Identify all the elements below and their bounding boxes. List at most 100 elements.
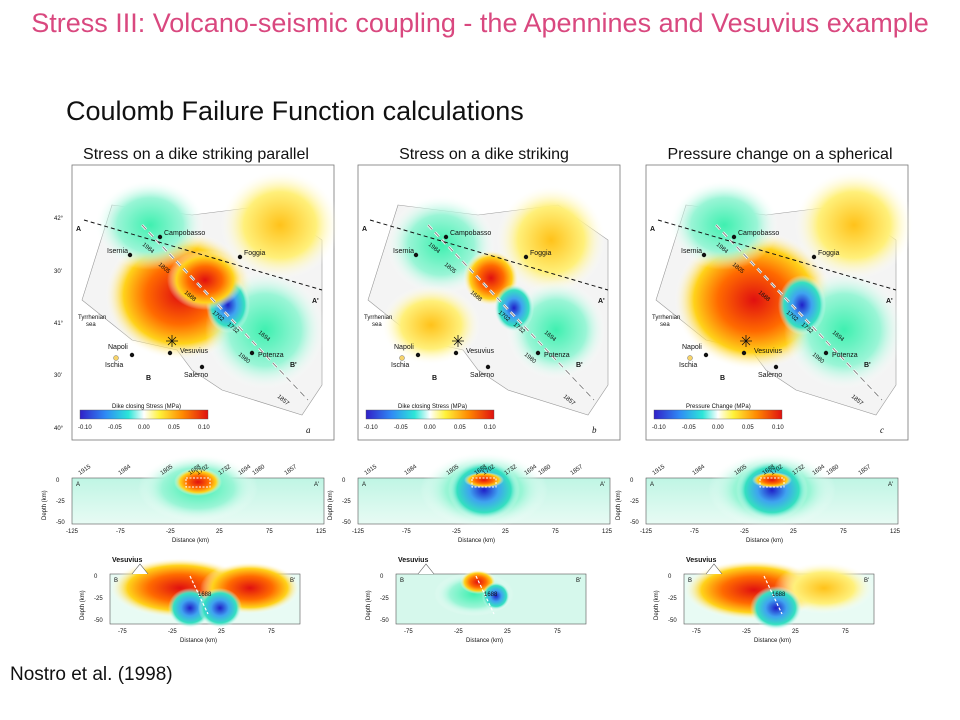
section-xlabel: Distance (km) bbox=[754, 638, 791, 644]
section-end-label: B' bbox=[576, 578, 581, 584]
section-xtick-1: -25 bbox=[454, 629, 463, 635]
section-lobe-blue bbox=[750, 586, 802, 630]
section-end-label: A' bbox=[600, 482, 605, 488]
section-lobe-red bbox=[464, 472, 504, 488]
latitude-label-2: 41° bbox=[54, 321, 64, 327]
point-b-prime-label: B' bbox=[290, 362, 297, 369]
section-lobe-blue bbox=[448, 460, 520, 520]
point-a-prime-label: A' bbox=[886, 298, 893, 305]
section-bb-panel-0: Vesuvius 1688 B B' 0 -25 -50 -75 -25 25 75 Distance… bbox=[80, 557, 301, 644]
section-lobe-blue bbox=[482, 582, 510, 610]
city-label-potenza: Potenza bbox=[544, 352, 570, 359]
section-ytick-0: 0 bbox=[668, 574, 672, 580]
city-label-salerno: Salerno bbox=[758, 372, 782, 379]
section-end-label: A' bbox=[314, 482, 319, 488]
color-scale-tick-0: -0.10 bbox=[652, 425, 666, 431]
stress-field bbox=[95, 170, 340, 390]
city-label-ischia: Ischia bbox=[679, 362, 697, 369]
section-year-1980: 1980 bbox=[252, 464, 267, 477]
stress-field bbox=[381, 185, 606, 380]
section-ytick-0: 0 bbox=[342, 478, 346, 484]
section-xtick-0: -75 bbox=[118, 629, 127, 635]
map-panel-b: A A' B B' Campobasso Isernia Foggia Napoli Vesuv… bbox=[357, 164, 621, 441]
section-xtick-1: -75 bbox=[116, 529, 125, 535]
vesuvius-star-icon bbox=[166, 335, 178, 347]
section-ytick-1: -25 bbox=[630, 499, 639, 505]
section-xtick-0: -125 bbox=[640, 529, 653, 535]
section-year-1984: 1984 bbox=[692, 464, 707, 477]
section-year-1984: 1984 bbox=[118, 464, 133, 477]
section-ytick-1: -25 bbox=[56, 499, 65, 505]
sea-label-2: sea bbox=[372, 322, 382, 328]
city-dot-campobasso bbox=[157, 234, 163, 240]
city-dot-foggia bbox=[523, 254, 529, 260]
color-scale-tick-0: -0.10 bbox=[364, 425, 378, 431]
city-dot-salerno bbox=[485, 364, 491, 370]
sea-label-1: Tyrrhenian bbox=[364, 315, 392, 321]
section-start-label: B bbox=[688, 578, 692, 584]
section-ytick-0: 0 bbox=[630, 478, 634, 484]
point-a-label: A bbox=[650, 226, 655, 233]
map-panel-a: A A' B B' Campobasso Isernia Foggia Napoli Vesuv… bbox=[54, 164, 340, 441]
section-year-1857: 1857 bbox=[570, 464, 585, 477]
section-xlabel: Distance (km) bbox=[458, 538, 495, 544]
city-label-campobasso: Campobasso bbox=[164, 230, 205, 237]
section-ytick-2: -50 bbox=[630, 520, 639, 526]
point-b-label: B bbox=[146, 375, 151, 382]
color-scale-label: Dike closing Stress (MPa) bbox=[398, 404, 467, 410]
field-lobe-blue bbox=[494, 284, 534, 332]
citation: Nostro et al. (1998) bbox=[10, 664, 173, 685]
section-year-1857: 1857 bbox=[284, 464, 299, 477]
fault-dip-line bbox=[475, 575, 495, 615]
section-xlabel: Distance (km) bbox=[172, 538, 209, 544]
city-label-vesuvius: Vesuvius bbox=[754, 348, 783, 355]
point-b-label: B bbox=[432, 375, 437, 382]
color-scale-label: Dike closing Stress (MPa) bbox=[112, 404, 181, 410]
section-xtick-0: -125 bbox=[352, 529, 365, 535]
volcano-icon bbox=[705, 563, 723, 575]
fault-trace-shadow bbox=[427, 224, 595, 401]
point-b-prime-label: B' bbox=[864, 362, 871, 369]
city-dot-foggia bbox=[811, 254, 817, 260]
section-start-label: A bbox=[650, 482, 654, 488]
latitude-label-3: 30' bbox=[54, 373, 62, 379]
section-start-label: B bbox=[400, 578, 404, 584]
color-scale-tick-2: 0.00 bbox=[138, 425, 150, 431]
section-year-1915: 1915 bbox=[78, 464, 93, 477]
city-label-campobasso: Campobasso bbox=[738, 230, 779, 237]
color-scale-bar bbox=[365, 409, 495, 420]
city-dot-salerno bbox=[773, 364, 779, 370]
section-xtick-3: 75 bbox=[554, 629, 561, 635]
point-b-prime-label: B' bbox=[576, 362, 583, 369]
source-box bbox=[759, 477, 785, 488]
panel-letter: a bbox=[306, 425, 311, 435]
field-lobe-yellow bbox=[220, 170, 340, 280]
fault-trace-shadow bbox=[715, 224, 883, 401]
city-label-potenza: Potenza bbox=[832, 352, 858, 359]
section-xtick-0: -75 bbox=[404, 629, 413, 635]
city-label-ischia: Ischia bbox=[105, 362, 123, 369]
city-label-isernia: Isernia bbox=[681, 248, 702, 255]
section-xtick-3: 75 bbox=[268, 629, 275, 635]
section-start-label: A bbox=[362, 482, 366, 488]
section-lobe-blue bbox=[736, 460, 808, 520]
city-label-ischia: Ischia bbox=[391, 362, 409, 369]
section-ytick-0: 0 bbox=[380, 574, 384, 580]
city-dot-foggia bbox=[237, 254, 243, 260]
field-lobe-green bbox=[95, 180, 205, 270]
city-dot-salerno bbox=[199, 364, 205, 370]
volcano-icon bbox=[417, 563, 435, 575]
ischia-island bbox=[399, 355, 405, 361]
section-xtick-5: 125 bbox=[316, 529, 327, 535]
city-label-napoli: Napoli bbox=[108, 344, 128, 351]
section-xtick-0: -125 bbox=[66, 529, 79, 535]
city-dot-campobasso bbox=[731, 234, 737, 240]
city-label-foggia: Foggia bbox=[818, 250, 840, 257]
section-xtick-1: -25 bbox=[168, 629, 177, 635]
section-line-aa bbox=[369, 219, 609, 291]
point-a-prime-label: A' bbox=[598, 298, 605, 305]
city-dot-vesuvius bbox=[741, 350, 747, 356]
volcano-icon bbox=[131, 563, 149, 575]
section-xtick-3: 25 bbox=[790, 529, 797, 535]
